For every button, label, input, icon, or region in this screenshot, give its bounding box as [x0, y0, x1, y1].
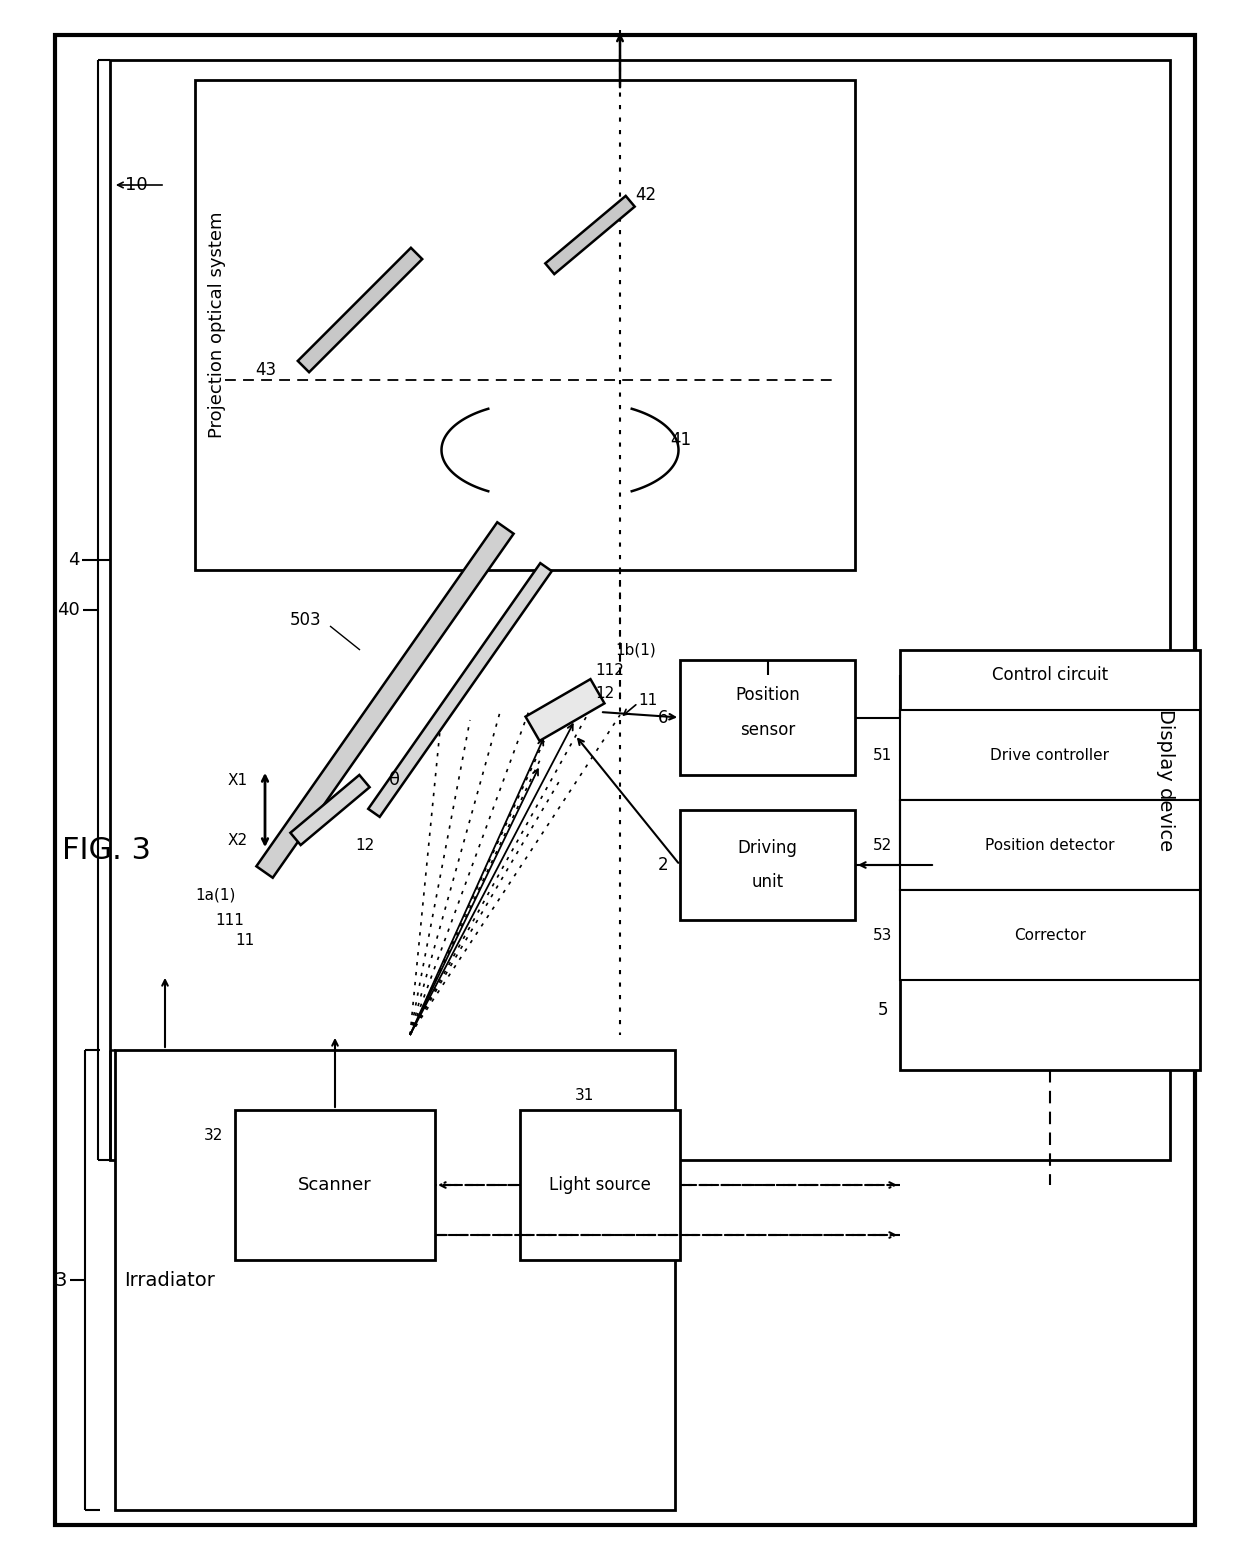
- Text: 10: 10: [125, 176, 148, 195]
- Text: 43: 43: [255, 361, 277, 378]
- Text: Control circuit: Control circuit: [992, 666, 1109, 684]
- Text: 111: 111: [215, 912, 244, 928]
- Text: 12: 12: [355, 838, 374, 853]
- Polygon shape: [546, 196, 635, 274]
- Text: 11: 11: [639, 693, 657, 707]
- Text: 12: 12: [595, 685, 614, 701]
- Text: 1b(1): 1b(1): [615, 643, 656, 657]
- Text: 503: 503: [290, 610, 321, 629]
- Text: X2: X2: [228, 833, 248, 847]
- Text: Driving: Driving: [738, 839, 797, 856]
- Bar: [520, 1110, 680, 1260]
- Text: X1: X1: [228, 772, 248, 788]
- Text: unit: unit: [751, 873, 784, 891]
- Text: 32: 32: [203, 1127, 223, 1143]
- Bar: [900, 800, 1200, 891]
- Text: sensor: sensor: [740, 721, 795, 740]
- Text: 1a(1): 1a(1): [195, 887, 236, 903]
- Text: 5: 5: [878, 1001, 888, 1018]
- Text: 40: 40: [57, 601, 81, 620]
- Text: Drive controller: Drive controller: [991, 747, 1110, 763]
- Text: 4: 4: [68, 551, 81, 568]
- Polygon shape: [290, 775, 370, 845]
- Text: 11: 11: [236, 933, 254, 948]
- Bar: [680, 810, 856, 920]
- Text: 3: 3: [55, 1271, 67, 1289]
- Text: Corrector: Corrector: [1014, 928, 1086, 942]
- Polygon shape: [257, 522, 513, 878]
- Text: 2: 2: [657, 856, 668, 873]
- Polygon shape: [298, 248, 423, 372]
- Text: Position detector: Position detector: [986, 838, 1115, 853]
- Text: Projection optical system: Projection optical system: [208, 212, 226, 438]
- Bar: [900, 649, 1200, 1070]
- Text: Scanner: Scanner: [298, 1176, 372, 1194]
- Bar: [680, 660, 856, 775]
- Text: 6: 6: [657, 708, 668, 727]
- Text: 53: 53: [873, 928, 892, 942]
- Bar: [115, 1049, 675, 1510]
- Bar: [195, 79, 856, 570]
- Text: 112: 112: [595, 662, 624, 677]
- Bar: [110, 61, 1171, 1160]
- Text: 42: 42: [635, 185, 656, 204]
- Text: 41: 41: [670, 431, 691, 448]
- Bar: [900, 710, 1200, 800]
- Bar: [900, 891, 1200, 979]
- Text: 52: 52: [873, 838, 892, 853]
- Text: 31: 31: [575, 1087, 595, 1102]
- Polygon shape: [526, 679, 604, 741]
- Text: θ: θ: [389, 771, 401, 789]
- Text: FIG. 3: FIG. 3: [62, 836, 151, 864]
- Text: Display device: Display device: [1156, 708, 1174, 852]
- Text: 51: 51: [873, 747, 892, 763]
- Polygon shape: [368, 564, 552, 817]
- Text: Light source: Light source: [549, 1176, 651, 1194]
- Text: Irradiator: Irradiator: [124, 1271, 216, 1289]
- Bar: [236, 1110, 435, 1260]
- Text: Position: Position: [735, 687, 800, 704]
